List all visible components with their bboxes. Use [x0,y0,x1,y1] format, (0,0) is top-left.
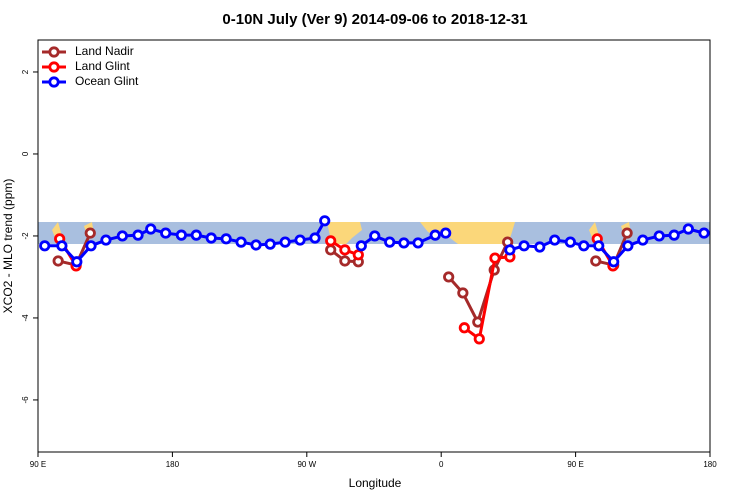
point [220,233,232,245]
point [39,240,51,252]
point [175,229,187,241]
point [71,256,83,268]
x-tick-label: 180 [166,460,180,469]
point [429,229,441,241]
x-tick-label: 90 E [30,460,46,469]
point [398,237,410,249]
point [653,230,665,242]
legend-marker [48,76,60,88]
y-tick-label: 0 [21,151,30,156]
point [85,240,97,252]
point [84,227,96,239]
legend-marker [48,61,60,73]
legend-label: Land Glint [75,59,130,73]
point [412,237,424,249]
x-tick-label: 180 [703,460,717,469]
point [205,232,217,244]
point [578,240,590,252]
point [682,223,694,235]
point [369,230,381,242]
point [190,229,202,241]
point [116,230,128,242]
point [473,333,485,345]
y-tick-label: -6 [21,396,30,404]
point [593,240,605,252]
point [637,234,649,246]
y-tick-label: -2 [21,232,30,240]
point [56,240,68,252]
point [458,322,470,334]
point [279,236,291,248]
point [319,215,331,227]
point [457,287,469,299]
x-tick-label: 0 [439,460,444,469]
point [294,234,306,246]
x-tick-label: 90 E [567,460,583,469]
legend-label: Land Nadir [75,44,134,58]
point [534,241,546,253]
point [235,236,247,248]
chart-title: 0-10N July (Ver 9) 2014-09-06 to 2018-12… [222,11,527,28]
point [440,227,452,239]
point [564,236,576,248]
land-africa [420,222,515,244]
legend-label: Ocean Glint [75,74,139,88]
point [355,240,367,252]
point [621,227,633,239]
point [698,227,710,239]
plot-frame [37,39,711,453]
point [325,244,337,256]
point [608,256,620,268]
point [145,223,157,235]
point [339,255,351,267]
point [549,234,561,246]
point [384,236,396,248]
point [325,235,337,247]
point [590,255,602,267]
x-tick-label: 90 W [297,460,316,469]
point [250,239,262,251]
y-tick-label: 2 [21,69,30,74]
legend-marker [48,46,60,58]
point [443,271,455,283]
point [264,238,276,250]
point [160,227,172,239]
point [132,229,144,241]
point [52,255,64,267]
point [352,249,364,261]
y-tick-label: -4 [21,314,30,322]
point [309,232,321,244]
x-axis-label: Longitude [349,476,402,490]
point [100,234,112,246]
point [504,244,516,256]
y-axis-label: XCO2 - MLO trend (ppm) [1,179,15,314]
point [668,229,680,241]
point [518,240,530,252]
point [339,244,351,256]
point [489,252,501,264]
point [622,240,634,252]
